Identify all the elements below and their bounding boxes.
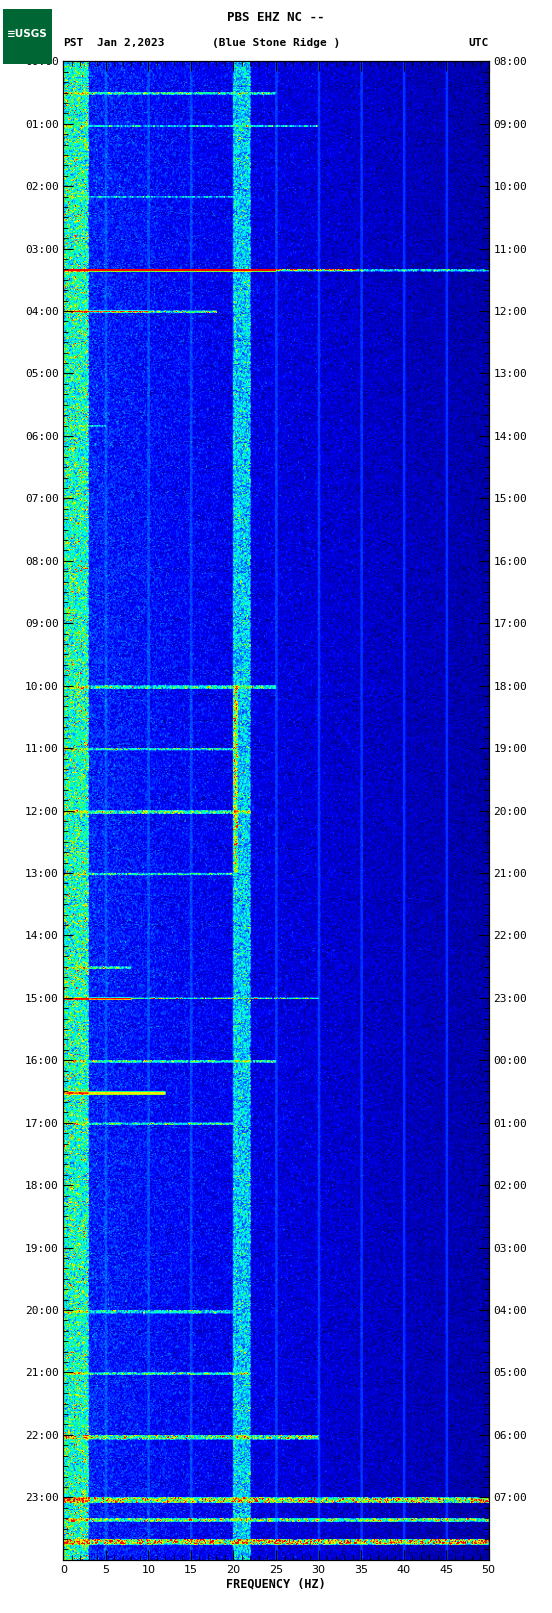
Text: PBS EHZ NC --: PBS EHZ NC --	[227, 11, 325, 24]
Text: ≡USGS: ≡USGS	[7, 29, 48, 39]
Text: (Blue Stone Ridge ): (Blue Stone Ridge )	[212, 39, 340, 48]
X-axis label: FREQUENCY (HZ): FREQUENCY (HZ)	[226, 1578, 326, 1590]
Text: PST: PST	[63, 39, 84, 48]
Text: Jan 2,2023: Jan 2,2023	[97, 39, 164, 48]
Text: UTC: UTC	[468, 39, 489, 48]
